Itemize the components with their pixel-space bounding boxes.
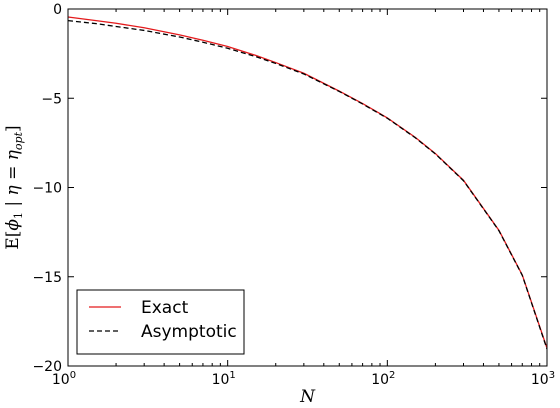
legend: Exact Asymptotic: [76, 289, 245, 355]
y-axis-label-eta-sub: opt: [12, 131, 25, 150]
y-axis-label-lead: E[: [3, 231, 23, 250]
y-axis-label-tail: ]: [3, 125, 23, 132]
series-line-asymptotic: [67, 19, 548, 350]
y-axis-label: E[ϕ1 | η = ηopt]: [3, 125, 25, 249]
legend-label-exact: Exact: [141, 298, 189, 318]
plot-lines: [67, 16, 548, 350]
y-axis-label-mid: | η = η: [3, 149, 23, 212]
legend-label-asymptotic: Asymptotic: [141, 322, 237, 342]
y-tick-label: −15: [32, 270, 62, 286]
y-tick-label: −10: [32, 181, 62, 197]
x-tick-label: 101: [212, 370, 236, 388]
y-tick-label: 0: [53, 2, 62, 18]
x-tick-label: 103: [531, 370, 555, 388]
x-tick-label: 100: [52, 370, 76, 388]
y-axis-label-phi: ϕ: [3, 219, 23, 231]
axis-ticks: [67, 8, 548, 367]
y-tick-label: −20: [32, 359, 62, 375]
x-tick-label: 102: [371, 370, 395, 388]
legend-box: [76, 289, 245, 355]
axis-tick-labels: 100 101 102 103 0 −5 −10 −15 −20: [32, 2, 555, 388]
y-tick-label: −5: [41, 91, 62, 107]
y-axis-label-phi-sub: 1: [12, 212, 25, 219]
x-axis-label: N: [299, 387, 316, 407]
